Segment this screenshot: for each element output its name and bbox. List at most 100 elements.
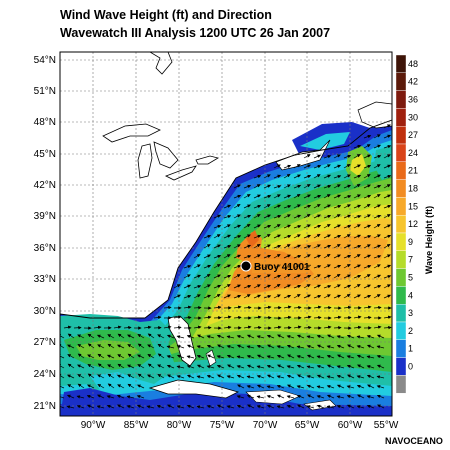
- wind-arrow: [343, 244, 351, 249]
- wind-arrow: [60, 395, 65, 399]
- wind-arrow: [283, 214, 291, 219]
- legend-label: 4: [408, 290, 413, 300]
- wind-arrow: [243, 234, 251, 239]
- wind-arrow: [313, 294, 322, 299]
- wind-arrow: [353, 194, 361, 199]
- wind-arrow: [127, 374, 135, 379]
- wind-arrow: [286, 365, 295, 369]
- wind-arrow: [73, 325, 82, 330]
- wind-arrow: [313, 244, 321, 249]
- wind-arrow: [313, 284, 322, 289]
- wind-arrow: [353, 144, 362, 149]
- lon-label-60w: 60°W: [338, 420, 363, 431]
- nova-scotia: [275, 139, 331, 171]
- wind-arrow: [333, 174, 342, 179]
- wind-arrow: [293, 164, 301, 169]
- wind-arrow: [226, 335, 235, 339]
- wind-arrow: [203, 294, 212, 299]
- wind-arrow: [216, 364, 225, 369]
- lon-label-90w: 90°W: [81, 420, 106, 431]
- wind-arrow: [333, 204, 342, 209]
- wind-arrow: [326, 384, 335, 389]
- wind-arrow: [303, 164, 311, 169]
- wind-arrow: [363, 204, 371, 209]
- wind-arrow: [246, 394, 255, 399]
- wind-arrow: [216, 334, 225, 339]
- wind-arrow: [326, 345, 335, 349]
- legend-swatch: [395, 375, 407, 394]
- wind-arrow: [303, 194, 311, 199]
- wind-arrow: [256, 405, 265, 409]
- wind-arrow: [146, 405, 155, 409]
- wind-arrow: [366, 365, 375, 369]
- wind-arrow: [263, 264, 271, 269]
- wind-arrow: [383, 124, 391, 129]
- wind-arrow: [363, 254, 372, 259]
- lon-label-75w: 75°W: [210, 420, 235, 431]
- wind-arrow: [273, 194, 281, 199]
- wind-arrow: [296, 364, 305, 369]
- wind-arrow: [96, 405, 105, 409]
- wind-arrow: [256, 365, 265, 369]
- wind-arrow: [236, 374, 245, 379]
- wind-arrow: [346, 394, 355, 399]
- wind-arrow: [107, 364, 115, 369]
- wind-arrow: [176, 354, 185, 359]
- wind-arrow: [203, 284, 211, 289]
- wind-arrow: [117, 344, 125, 349]
- credit-label: NAVOCEANO: [385, 436, 443, 446]
- wind-arrow: [306, 384, 315, 389]
- wind-arrow: [157, 374, 165, 379]
- legend-label: 9: [408, 237, 413, 247]
- buoy-41001-marker[interactable]: Buoy 41001: [240, 259, 310, 273]
- wind-arrow: [363, 144, 371, 149]
- wind-arrow: [377, 404, 385, 409]
- wind-arrow: [143, 325, 152, 330]
- wind-arrow: [343, 284, 352, 289]
- wind-arrow: [253, 325, 262, 330]
- wind-arrow: [266, 385, 275, 389]
- wind-arrow: [343, 154, 352, 159]
- wind-arrow: [323, 234, 331, 239]
- wind-arrow: [357, 394, 365, 399]
- wind-arrow: [333, 184, 341, 189]
- wind-arrow: [363, 184, 371, 189]
- wind-arrow: [323, 274, 332, 279]
- wind-arrow: [243, 274, 252, 279]
- wind-direction-arrows: [60, 124, 392, 409]
- wind-arrow: [166, 345, 175, 349]
- wind-arrow: [157, 364, 165, 369]
- wind-arrow: [277, 334, 285, 339]
- wind-arrow: [67, 354, 75, 359]
- wind-arrow: [373, 214, 382, 219]
- wind-arrow: [353, 214, 362, 219]
- wind-arrow: [256, 335, 265, 339]
- wind-arrow: [117, 384, 125, 389]
- wind-arrow: [263, 315, 272, 320]
- wind-arrow: [253, 284, 261, 289]
- wind-arrow: [193, 254, 201, 259]
- wind-arrow: [373, 144, 382, 149]
- wind-arrow: [236, 355, 245, 359]
- wind-arrow: [363, 284, 371, 289]
- buoy-label-bg: [252, 259, 310, 273]
- wind-arrow: [77, 374, 85, 379]
- legend-label: 21: [408, 166, 418, 176]
- wind-arrow: [176, 344, 185, 349]
- wind-arrow: [87, 333, 95, 339]
- wind-arrow: [233, 184, 241, 189]
- wind-arrow: [303, 244, 312, 249]
- wind-arrow: [137, 384, 145, 389]
- wind-arrow: [293, 284, 302, 289]
- wind-arrow: [276, 375, 285, 379]
- legend-label: 5: [408, 273, 413, 283]
- wind-arrow: [246, 345, 255, 349]
- legend-label: 0: [408, 362, 413, 372]
- wind-arrow: [283, 284, 291, 289]
- wind-arrow: [303, 315, 312, 320]
- lat-label-24n: 24°N: [34, 369, 56, 380]
- wind-arrow: [296, 355, 305, 359]
- wind-arrow: [373, 184, 382, 189]
- wind-arrow: [283, 315, 292, 320]
- legend-title: Wave Height (ft): [424, 206, 434, 274]
